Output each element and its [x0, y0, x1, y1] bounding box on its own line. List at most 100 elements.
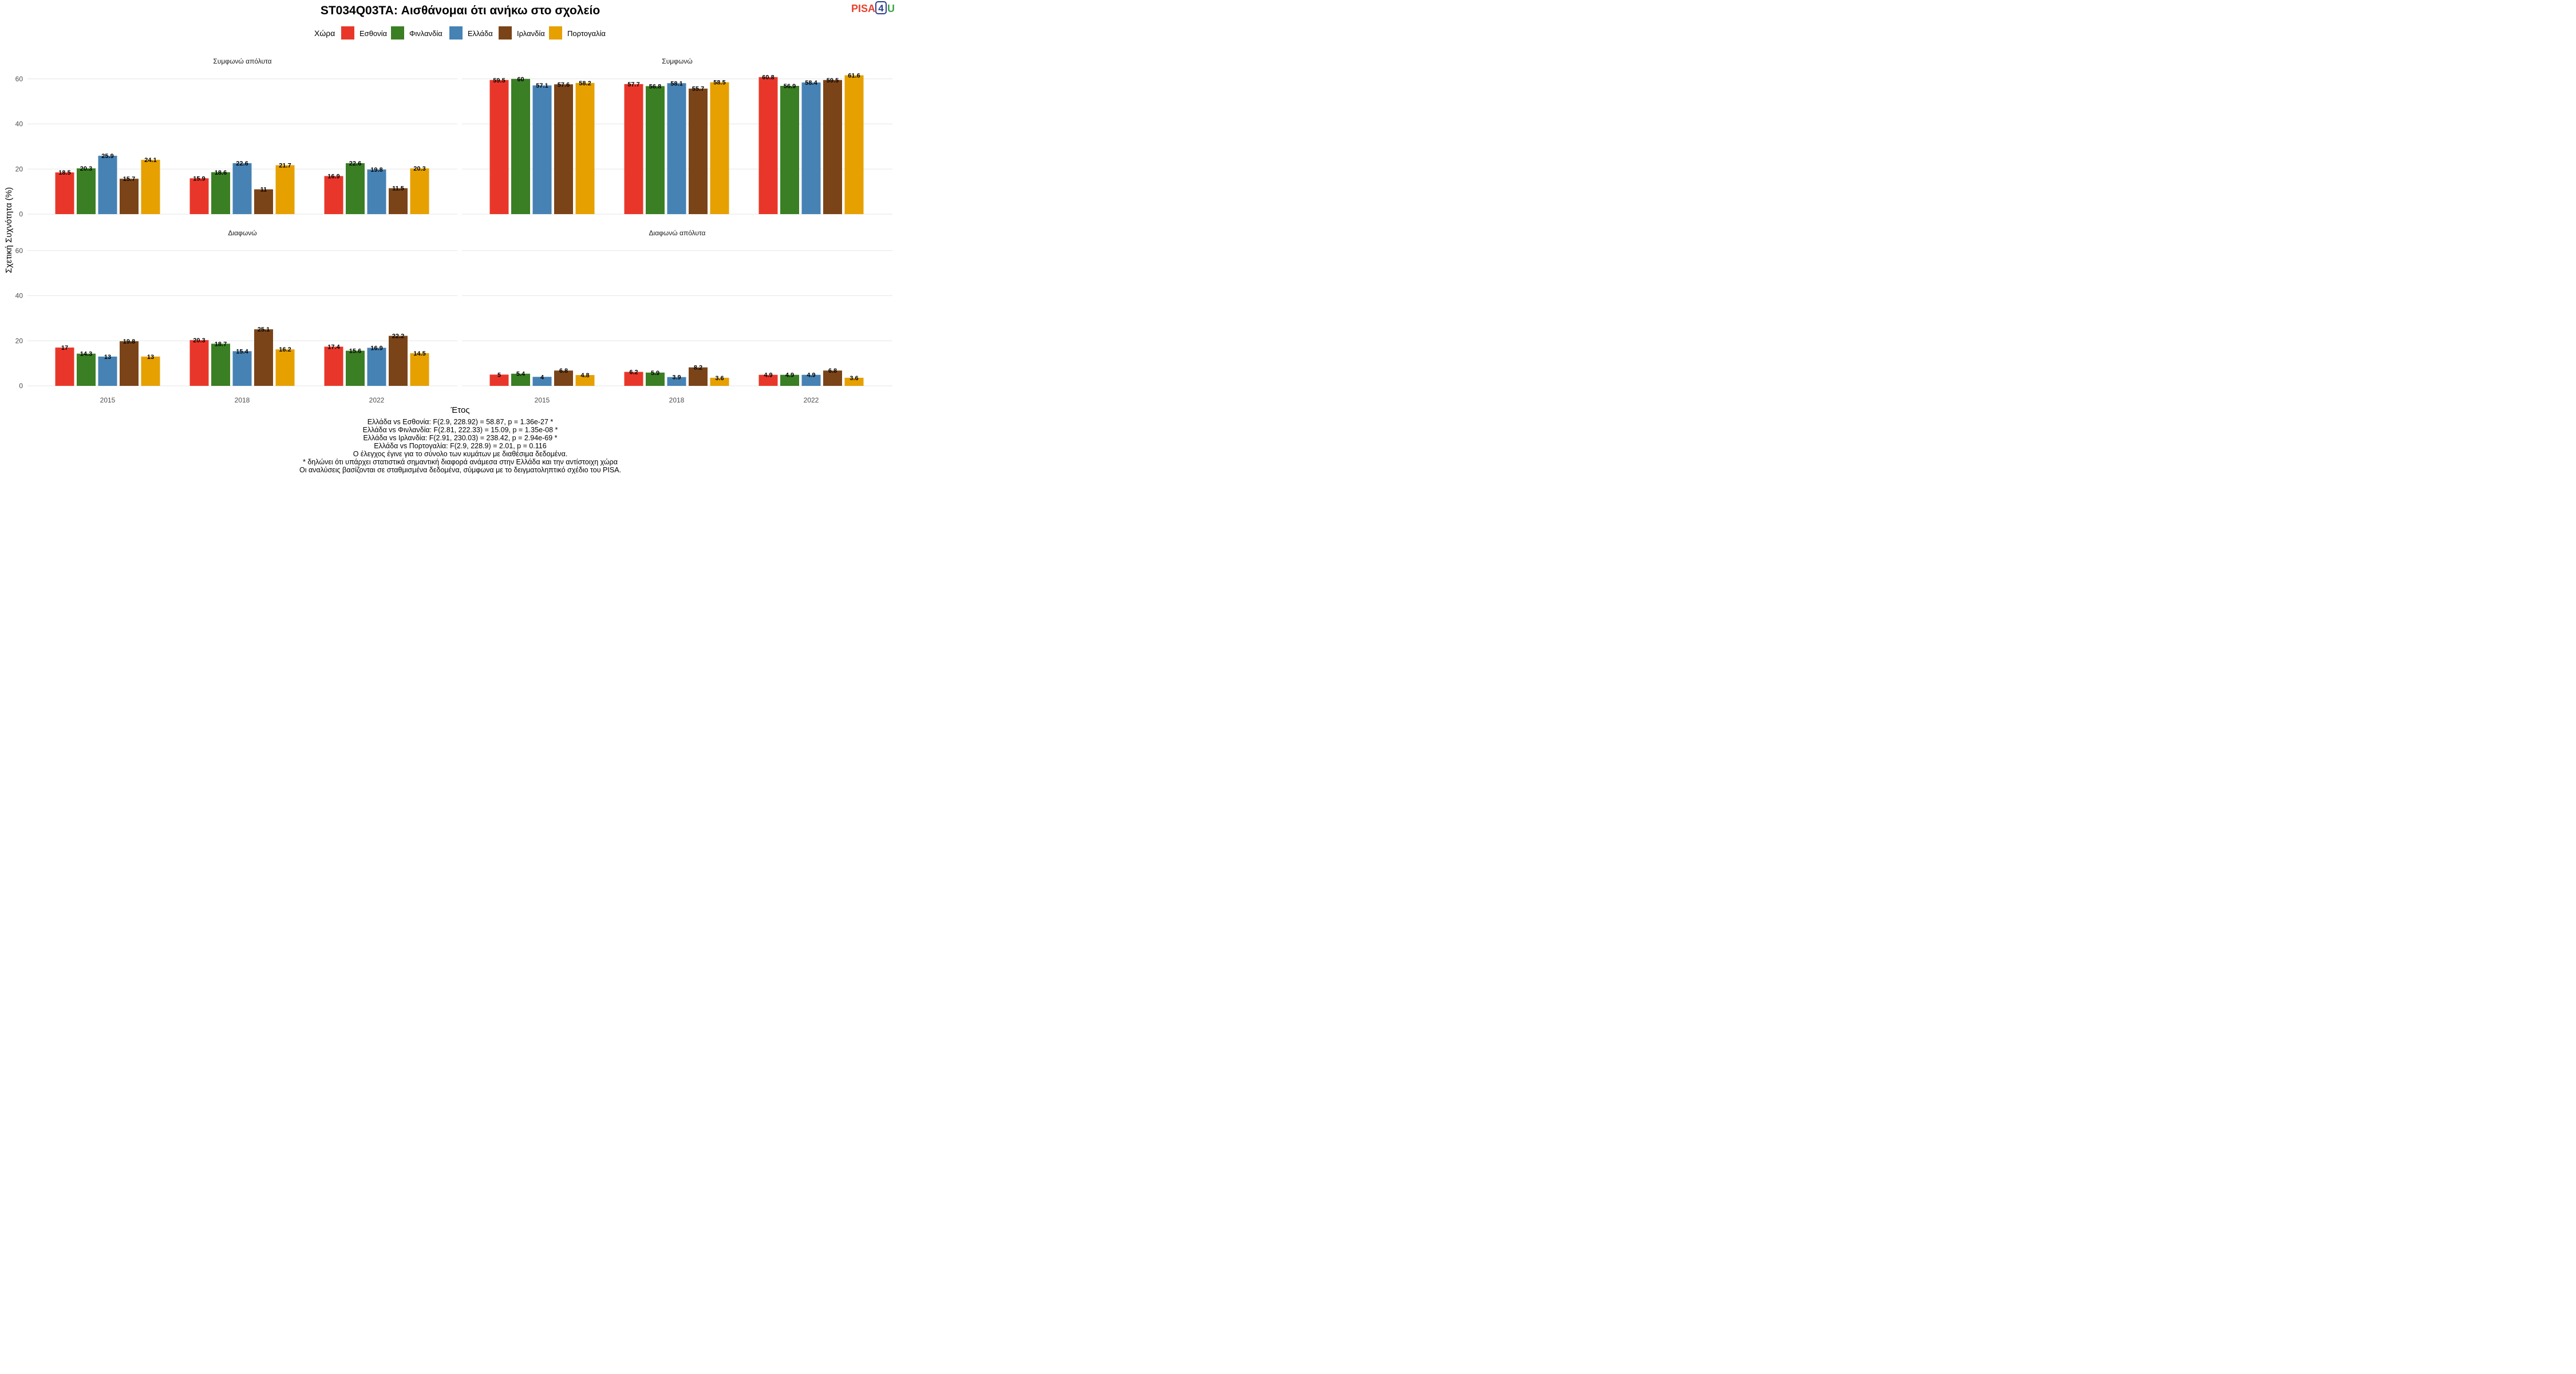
- panel-title: Διαφωνώ απόλυτα: [649, 229, 706, 237]
- legend-item: Πορτογαλία: [549, 26, 606, 40]
- data-label: 61.6: [848, 73, 860, 80]
- data-label: 20.3: [193, 337, 205, 344]
- data-label: 17: [61, 345, 68, 352]
- legend-item: Ιρλανδία: [499, 26, 545, 40]
- bar: [758, 77, 778, 214]
- bar: [324, 176, 343, 214]
- bar: [554, 370, 573, 386]
- panel-title: Συμφωνώ: [662, 57, 692, 65]
- data-label: 56.9: [784, 83, 796, 90]
- bar: [823, 370, 842, 386]
- x-axis-title: Έτος: [450, 405, 469, 415]
- bar: [211, 172, 230, 214]
- bar: [532, 85, 552, 214]
- data-label: 58.1: [670, 80, 682, 87]
- bar: [801, 374, 821, 386]
- bar: [710, 377, 729, 386]
- legend-item: Φινλανδία: [391, 26, 442, 40]
- data-label: 6.8: [828, 368, 837, 374]
- data-label: 5: [497, 372, 501, 378]
- legend-label: Εσθονία: [359, 29, 388, 38]
- bar: [646, 372, 665, 386]
- data-label: 16.2: [279, 346, 291, 353]
- data-label: 3.6: [850, 375, 858, 382]
- data-label: 15.9: [193, 175, 205, 182]
- bar: [77, 353, 96, 386]
- bar: [575, 375, 595, 386]
- bar: [346, 350, 365, 386]
- data-label: 14.3: [80, 351, 92, 358]
- y-tick-label: 20: [15, 337, 23, 345]
- data-label: 60: [517, 76, 524, 83]
- bar: [410, 353, 429, 386]
- legend-label: Φινλανδία: [409, 29, 442, 38]
- notes: Ελλάδα vs Εσθονία: F(2.9, 228.92) = 58.8…: [299, 418, 621, 474]
- bar: [141, 356, 160, 386]
- panel: Διαφωνώ απόλυτα 5 5.4 4 6.8 4.8 2015 6.2 5.9 3.9 8…: [462, 229, 892, 404]
- data-label: 60.8: [762, 74, 774, 81]
- data-label: 18.6: [215, 169, 227, 176]
- data-label: 21.7: [279, 163, 291, 169]
- bar: [55, 348, 74, 386]
- legend-swatch: [341, 26, 354, 40]
- data-label: 19.8: [370, 167, 382, 173]
- data-label: 17.4: [327, 344, 340, 351]
- data-label: 22.6: [349, 160, 361, 167]
- y-tick-label: 60: [15, 247, 23, 255]
- bar: [667, 377, 686, 386]
- note-line: * δηλώνει ότι υπάρχει στατιστικά σημαντι…: [303, 458, 618, 466]
- data-label: 55.7: [692, 86, 704, 93]
- bar: [410, 168, 429, 214]
- bar: [389, 188, 408, 214]
- data-label: 15.7: [123, 176, 135, 183]
- bar: [667, 83, 686, 214]
- data-label: 3.6: [715, 375, 724, 382]
- bar: [346, 163, 365, 214]
- data-label: 16.9: [370, 345, 382, 352]
- bar: [367, 348, 386, 386]
- data-label: 4.9: [807, 372, 815, 379]
- bar: [275, 165, 295, 214]
- bar: [575, 82, 595, 214]
- bar: [254, 189, 273, 214]
- y-tick-label: 0: [19, 382, 23, 390]
- logo-pisa-text: PISA: [851, 3, 875, 14]
- bar: [120, 179, 139, 214]
- data-label: 13: [147, 354, 154, 361]
- data-label: 57.6: [558, 81, 570, 88]
- legend-label: Πορτογαλία: [567, 29, 606, 38]
- data-label: 4: [540, 374, 544, 381]
- data-label: 58.2: [579, 80, 591, 87]
- bar: [211, 344, 230, 386]
- bar: [646, 86, 665, 214]
- legend-title: Χώρα: [314, 29, 335, 38]
- note-line: Ο έλεγχος έγινε για το σύνολο των κυμάτω…: [353, 450, 568, 458]
- x-tick-label: 2022: [804, 396, 819, 404]
- data-label: 59.5: [493, 77, 505, 84]
- data-label: 59.5: [827, 77, 839, 84]
- data-label: 58.4: [805, 80, 817, 86]
- data-label: 5.4: [516, 371, 526, 378]
- data-label: 13: [104, 354, 111, 361]
- bar: [98, 356, 117, 386]
- bar: [77, 168, 96, 214]
- bar: [275, 349, 295, 386]
- note-line: Ελλάδα vs Φινλανδία: F(2.81, 222.33) = 1…: [363, 426, 558, 434]
- bar: [232, 351, 252, 386]
- bar: [511, 373, 530, 386]
- data-label: 57.7: [627, 81, 639, 88]
- bar: [511, 78, 530, 214]
- bar: [758, 374, 778, 386]
- data-label: 20.3: [413, 165, 425, 172]
- data-label: 58.5: [713, 80, 725, 86]
- panel: Συμφωνώ απόλυτα 0 20 40 60 18.5 20.3 25.9 15.7 24…: [15, 57, 457, 218]
- bar: [554, 84, 573, 214]
- data-label: 15.6: [349, 348, 361, 355]
- legend-item: Εσθονία: [341, 26, 388, 40]
- bar: [823, 80, 842, 214]
- bar: [489, 374, 509, 386]
- data-label: 6.2: [629, 369, 638, 376]
- bar: [844, 377, 864, 386]
- logo-u-text: U: [887, 3, 895, 14]
- bar: [120, 341, 139, 386]
